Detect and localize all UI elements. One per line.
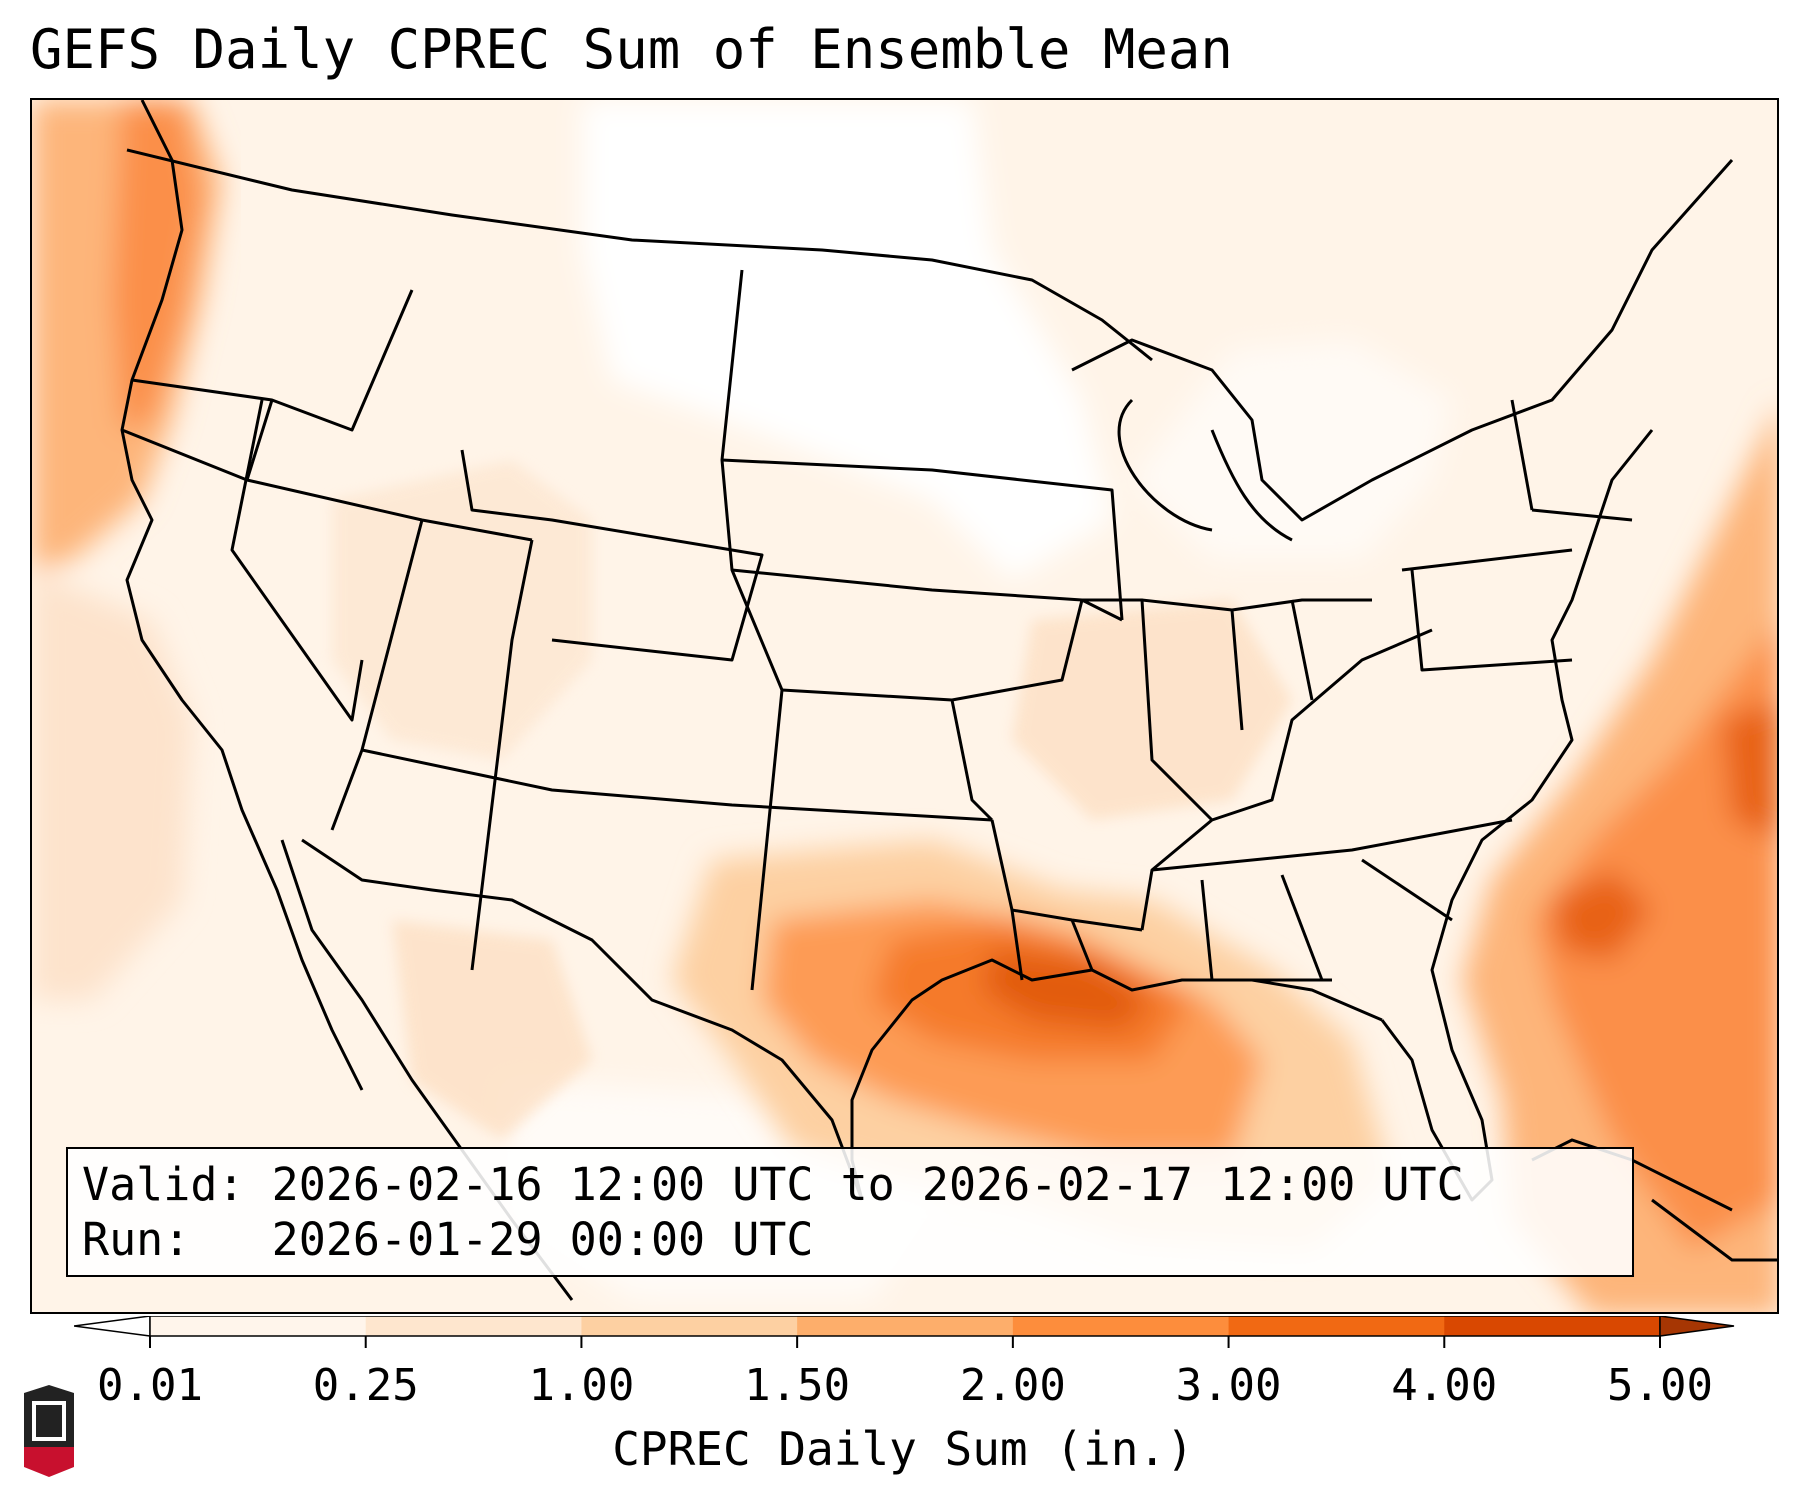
valid-time-text: Valid: 2026-02-16 12:00 UTC to 2026-02-1…	[82, 1158, 1464, 1211]
colorbar-label: CPREC Daily Sum (in.)	[612, 1422, 1194, 1476]
colorbar-segment	[1012, 1316, 1230, 1336]
niu-logo	[24, 1385, 74, 1477]
colorbar-tick-label: 3.00	[1175, 1360, 1282, 1411]
map-canvas	[32, 100, 1777, 1312]
valid-run-info-box: Valid: 2026-02-16 12:00 UTC to 2026-02-1…	[66, 1147, 1634, 1277]
colorbar-segment	[1228, 1316, 1445, 1336]
colorbar-tick-label: 1.00	[528, 1360, 635, 1411]
precipitation-map	[30, 98, 1779, 1314]
colorbar-tick-label: 0.25	[312, 1360, 419, 1411]
colorbar-segment	[365, 1316, 582, 1336]
run-time-text: Run: 2026-01-29 00:00 UTC	[82, 1213, 814, 1266]
colorbar-segment	[150, 1316, 367, 1336]
colorbar-segment	[797, 1316, 1014, 1336]
colorbar-segment	[1444, 1316, 1661, 1336]
pacific-coast-precip	[32, 100, 222, 1000]
colorbar-segment	[581, 1316, 798, 1336]
map-title: GEFS Daily CPREC Sum of Ensemble Mean	[30, 18, 1233, 81]
colorbar-under-arrow	[74, 1316, 151, 1337]
colorbar-tick-label: 2.00	[959, 1360, 1066, 1411]
colorbar-segments	[149, 1316, 1661, 1337]
atlantic-precip	[1462, 408, 1777, 1312]
colorbar-tick-label: 1.50	[744, 1360, 851, 1411]
colorbar	[74, 1316, 1735, 1348]
colorbar-tick-label: 0.01	[97, 1360, 203, 1411]
interior-precip	[332, 460, 1292, 1140]
colorbar-tick-label: 4.00	[1391, 1360, 1498, 1411]
colorbar-tick-label: 5.00	[1607, 1360, 1713, 1411]
colorbar-over-arrow	[1659, 1316, 1735, 1337]
colorbar-ticks	[149, 1336, 1661, 1348]
